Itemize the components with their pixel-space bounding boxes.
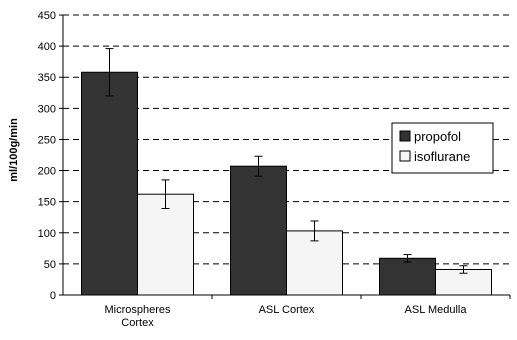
legend: propofol isoflurane — [391, 122, 494, 174]
category-label: ASL Cortex — [259, 304, 315, 316]
bars — [81, 48, 492, 296]
y-tick-label: 0 — [50, 290, 56, 302]
bar-isoflurane — [286, 230, 343, 296]
y-tick-label: 400 — [38, 41, 56, 53]
legend-label-isoflurane: isoflurane — [414, 149, 470, 164]
bar-propofol — [230, 165, 287, 296]
bar-propofol — [379, 257, 436, 296]
bar-isoflurane — [137, 193, 194, 296]
legend-label-propofol: propofol — [414, 129, 461, 144]
y-tick-label: 200 — [38, 166, 56, 178]
y-tick-label: 450 — [38, 10, 56, 22]
y-tick-label: 100 — [38, 228, 56, 240]
y-tick-labels: 0 50 100 150 200 250 300 350 400 450 — [38, 10, 56, 302]
axes — [59, 14, 511, 299]
y-tick-label: 50 — [44, 259, 56, 271]
y-tick-label: 250 — [38, 134, 56, 146]
bar-propofol — [81, 71, 138, 296]
legend-swatch-propofol — [399, 130, 411, 142]
y-axis-label: ml/100g/min — [8, 118, 20, 182]
category-label: Cortex — [121, 317, 154, 329]
category-label: ASL Medulla — [405, 304, 468, 316]
legend-swatch-isoflurane — [399, 150, 411, 162]
y-tick-label: 350 — [38, 72, 56, 84]
y-tick-label: 300 — [38, 103, 56, 115]
category-label: Microspheres — [104, 304, 171, 316]
y-tick-label: 150 — [38, 197, 56, 209]
